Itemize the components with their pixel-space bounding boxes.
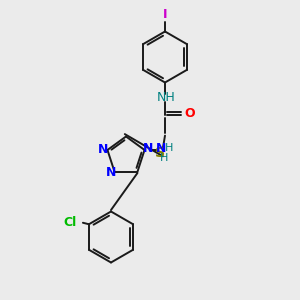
Text: O: O	[184, 107, 195, 120]
Text: H: H	[160, 153, 168, 164]
Text: N: N	[156, 142, 166, 155]
Text: S: S	[155, 146, 166, 160]
Text: NH: NH	[157, 91, 176, 104]
Text: Cl: Cl	[63, 216, 76, 229]
Text: N: N	[98, 143, 108, 156]
Text: N: N	[106, 167, 116, 179]
Text: I: I	[163, 8, 167, 21]
Text: N: N	[143, 142, 154, 155]
Text: H: H	[165, 142, 174, 153]
